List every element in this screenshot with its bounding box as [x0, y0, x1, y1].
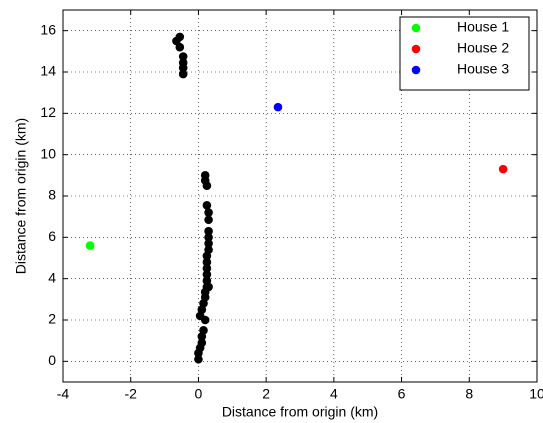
point — [204, 245, 213, 255]
point — [200, 171, 210, 180]
x-axis-label: Distance from origin (km) — [222, 404, 378, 420]
legend-label: House 3 — [457, 61, 509, 77]
point — [202, 276, 212, 286]
x-tick-label: 0 — [195, 386, 203, 402]
y-tick-label: 16 — [40, 21, 56, 37]
point — [178, 69, 188, 79]
point — [498, 164, 508, 174]
point — [204, 215, 213, 225]
point — [199, 326, 208, 335]
point — [202, 270, 212, 279]
point — [178, 63, 188, 73]
x-tick-label: 6 — [398, 386, 406, 402]
legend-marker — [411, 65, 421, 75]
legend-marker — [411, 44, 421, 54]
x-tick-label: -2 — [124, 386, 137, 402]
point — [85, 241, 95, 250]
y-axis-label: Distance from origin (km) — [13, 118, 29, 274]
point — [202, 264, 212, 273]
legend-box — [399, 16, 530, 91]
x-tick-label: -4 — [57, 386, 70, 402]
point — [197, 338, 207, 348]
x-tick-label: 2 — [262, 386, 270, 402]
y-tick-label: 14 — [40, 63, 56, 79]
point — [204, 233, 213, 242]
x-tick-label: 4 — [330, 386, 338, 402]
point — [175, 42, 185, 52]
y-tick-label: 2 — [48, 311, 56, 327]
point — [273, 102, 283, 112]
point — [194, 354, 203, 364]
point — [202, 257, 212, 267]
legend-marker — [411, 23, 421, 33]
y-tick-label: 0 — [48, 352, 56, 368]
legend-label: House 1 — [457, 19, 509, 35]
point — [204, 239, 213, 248]
point — [178, 52, 188, 61]
point — [204, 208, 213, 217]
y-tick-label: 12 — [40, 104, 56, 120]
y-tick-label: 8 — [48, 187, 56, 203]
x-tick-label: 10 — [529, 386, 543, 402]
legend-label: House 2 — [457, 40, 509, 56]
y-tick-label: 4 — [48, 269, 56, 285]
y-tick-label: 6 — [48, 228, 56, 244]
axes-box — [62, 9, 538, 383]
x-tick-label: 8 — [465, 386, 473, 402]
y-tick-label: 10 — [40, 145, 56, 161]
point — [202, 201, 212, 210]
point — [204, 226, 213, 236]
